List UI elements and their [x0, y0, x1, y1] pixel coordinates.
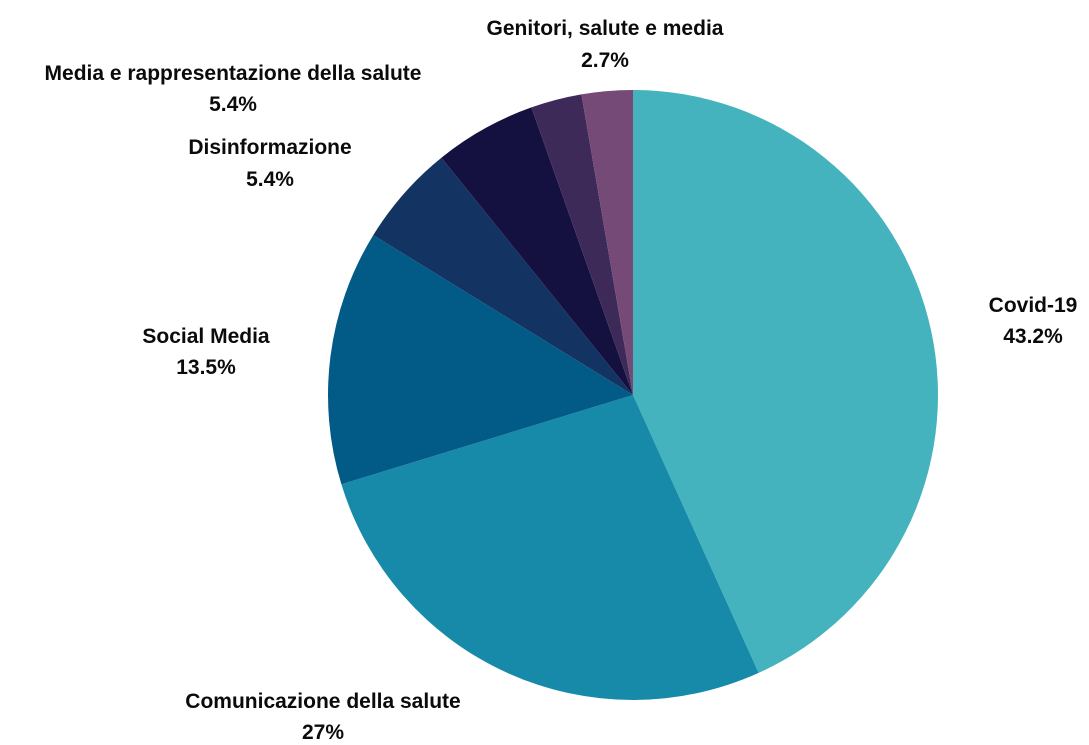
pie-slice-disinformazione — [373, 157, 633, 395]
pie-slice-genitori-salute-e-media — [531, 94, 633, 395]
pie-slice-covid-19 — [633, 90, 938, 673]
pie-slice-media-e-rappresentazione-della-salute — [441, 107, 633, 396]
pie-slice-comunicazione-della-salute — [341, 395, 759, 700]
slice-label-social-media: Social Media — [142, 325, 270, 348]
slice-label-genitori-salute-e-media: Genitori, salute e media — [487, 17, 724, 40]
slice-value-media-e-rappresentazione: 5.4% — [209, 93, 257, 116]
slice-value-disinformazione: 5.4% — [246, 168, 294, 191]
slice-value-comunicazione-della-salute: 27% — [302, 721, 344, 744]
pie-slice-extra-6 — [581, 90, 633, 395]
pie-slice-social-media — [328, 235, 633, 485]
pie-labels: Covid-19 43.2% Comunicazione della salut… — [45, 17, 1078, 744]
slice-label-comunicazione-della-salute: Comunicazione della salute — [185, 690, 460, 713]
slice-label-media-e-rappresentazione: Media e rappresentazione della salute — [45, 62, 422, 85]
slice-value-covid-19: 43.2% — [1003, 325, 1063, 348]
slice-value-genitori-salute-e-media: 2.7% — [581, 49, 629, 72]
slice-value-social-media: 13.5% — [176, 356, 236, 379]
slice-label-covid-19: Covid-19 — [989, 294, 1078, 317]
pie-slices — [328, 90, 938, 700]
slice-label-disinformazione: Disinformazione — [188, 136, 351, 159]
